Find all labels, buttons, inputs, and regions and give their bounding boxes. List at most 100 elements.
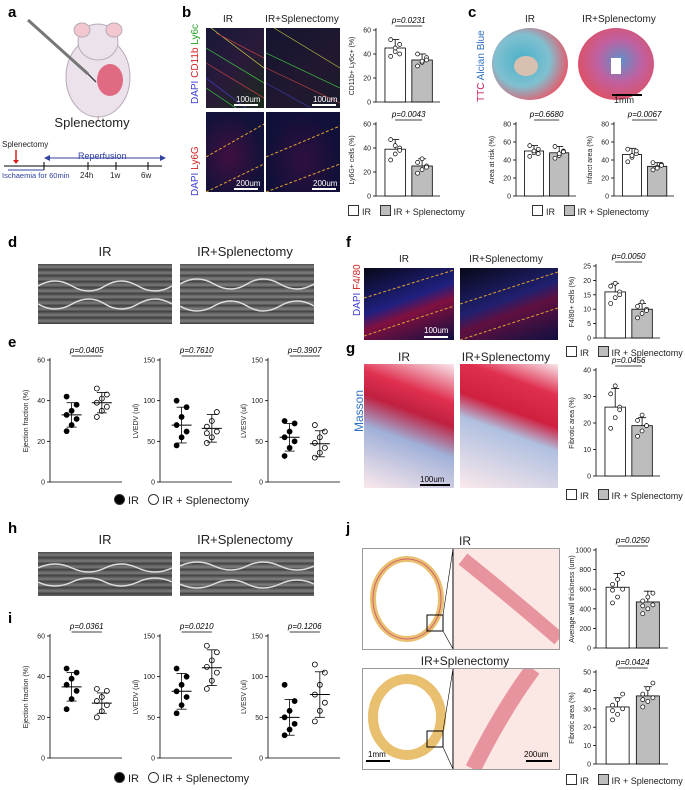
data-point: [63, 706, 70, 713]
y-axis-label: Area at risk (%): [489, 136, 496, 184]
data-point: [311, 440, 318, 446]
chart-e2: 0 50 100 150 LVEDV (ul) p=0.7610: [133, 346, 232, 487]
f-micro-ir: [364, 268, 454, 340]
data-point: [281, 453, 288, 459]
y-tick-label: 0: [41, 756, 45, 763]
data-point: [392, 45, 398, 51]
b-scale1-ir: 100um: [236, 95, 261, 104]
chart-i2: 0 50 100 150 LVEDV (ul) p=0.0210: [133, 622, 232, 763]
data-point: [397, 42, 403, 47]
y-tick-label: 600: [579, 587, 591, 594]
timeline-t1: 24h: [80, 171, 94, 180]
data-point: [73, 401, 80, 408]
data-point: [561, 149, 566, 155]
data-point: [610, 702, 615, 708]
y-tick-label: 60: [503, 140, 511, 147]
y-tick-label: 60: [363, 122, 371, 129]
data-point: [629, 153, 635, 158]
y-tick-label: 30: [583, 394, 591, 401]
y-tick-label: 5: [587, 321, 591, 328]
data-point: [291, 438, 298, 445]
data-point: [608, 283, 614, 289]
p-value: p=0.7610: [179, 346, 214, 355]
p-value: p=0.0043: [391, 110, 426, 119]
y-tick-label: 100: [251, 674, 263, 681]
data-point: [419, 58, 425, 64]
chart-c2: 0 20 40 60 80 Infarct area (%) p=0.0067: [587, 110, 674, 201]
d-echo-ir: [38, 264, 172, 324]
y-axis-label: Ly6G+ cells (%): [349, 135, 356, 184]
panel-f-stain: DAPI F4/80: [352, 264, 363, 316]
y-tick-label: 0: [507, 194, 511, 201]
data-point: [63, 393, 70, 400]
legend-b: IR IR + Splenectomy: [342, 205, 465, 217]
data-point: [311, 718, 318, 725]
panel-c-col2: IR+Splenectomy: [582, 14, 656, 25]
panel-g-col2: IR+Splenectomy: [461, 350, 551, 364]
chart-b1: 0 20 40 60 CD11b+ Ly6c+ (%) p=0.0231: [349, 16, 440, 107]
data-point: [633, 148, 639, 154]
data-point: [173, 397, 180, 404]
data-point: [610, 717, 615, 723]
p-value: p=0.0231: [391, 16, 426, 25]
y-tick-label: 50: [147, 715, 155, 722]
data-point: [173, 665, 180, 672]
y-tick-label: 80: [503, 122, 511, 129]
j-scale2: 200um: [524, 750, 549, 759]
data-point: [93, 714, 100, 721]
b-micro-sp-2: [266, 112, 340, 192]
h-echo-ir: [38, 552, 172, 596]
chart-j2: 0 10 20 30 40 50 Fibrotic area (%) p=0.0424: [569, 658, 668, 769]
data-point: [620, 571, 626, 576]
data-point: [173, 442, 180, 449]
y-tick-label: 10: [583, 307, 591, 314]
data-point: [173, 710, 180, 717]
panel-b-label: b: [182, 4, 192, 21]
data-point: [392, 151, 398, 157]
data-point: [615, 577, 620, 582]
data-point: [281, 418, 288, 424]
bar-ir: [604, 406, 626, 477]
data-point: [635, 433, 640, 439]
data-point: [552, 155, 558, 161]
panel-b-row2-stain: DAPI Ly6G: [190, 146, 201, 196]
panel-f-col1: IR: [399, 254, 409, 265]
panel-d-col2: IR+Splenectomy: [197, 244, 293, 259]
j-scale1: 1mm: [368, 750, 386, 759]
timeline-surgery: Splenectomy: [2, 140, 49, 149]
b-scale2-sp: 200um: [313, 179, 338, 188]
data-point: [415, 51, 420, 57]
y-tick-label: 60: [37, 634, 45, 641]
panel-a-label: a: [8, 4, 17, 21]
y-tick-label: 10: [583, 743, 591, 750]
timeline-t2: 1w: [110, 171, 121, 180]
y-tick-label: 0: [587, 762, 591, 769]
data-point: [527, 154, 533, 159]
data-point: [321, 699, 328, 706]
legend-e: IR IR + Splenectomy: [108, 494, 249, 507]
timeline-ischaemia: Ischaemia for 60min: [2, 171, 70, 180]
y-tick-label: 0: [587, 646, 591, 653]
data-point: [659, 163, 664, 168]
panel-c-label: c: [468, 4, 477, 21]
data-point: [388, 37, 394, 42]
y-tick-label: 25: [583, 264, 591, 271]
panel-b-col1: IR: [223, 14, 233, 25]
c-heart-sp: [578, 28, 654, 100]
y-tick-label: 60: [37, 358, 45, 365]
y-tick-label: 0: [587, 336, 591, 343]
y-tick-label: 100: [251, 398, 263, 405]
data-point: [620, 691, 626, 697]
data-point: [612, 280, 618, 286]
y-tick-label: 0: [367, 194, 371, 201]
data-point: [650, 590, 656, 596]
d-echo-sp: [180, 264, 314, 324]
b-micro-ir-2: [206, 112, 264, 192]
data-point: [424, 164, 429, 170]
data-point: [183, 428, 190, 435]
p-value: p=0.6680: [529, 110, 564, 119]
data-point: [415, 160, 420, 165]
y-axis-label: LVESV (ul): [241, 404, 248, 438]
bar-splenectomy: [549, 152, 570, 197]
y-axis-label: Ejection fraction (%): [23, 666, 30, 729]
